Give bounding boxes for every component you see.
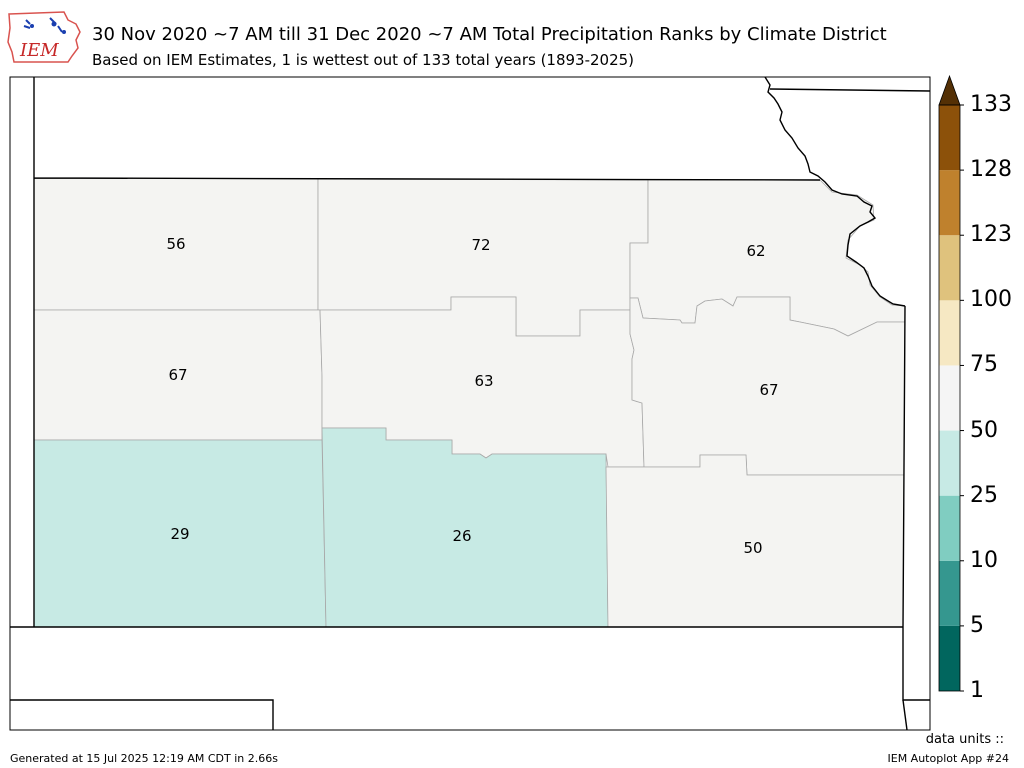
rank-label: 26 bbox=[452, 527, 471, 545]
colorbar-tick-label: 128 bbox=[970, 157, 1012, 183]
rank-label: 67 bbox=[759, 381, 778, 399]
colorbar-segment bbox=[939, 235, 960, 301]
colorbar-tick-label: 100 bbox=[970, 287, 1012, 313]
map-frame bbox=[9, 76, 931, 731]
colorbar-tick-label: 50 bbox=[970, 417, 998, 443]
iem-logo: IEM bbox=[7, 11, 81, 63]
rank-label: 67 bbox=[168, 366, 187, 384]
rank-label: 50 bbox=[743, 539, 762, 557]
app-label: IEM Autoplot App #24 bbox=[887, 752, 1010, 765]
colorbar-tick-label: 25 bbox=[970, 482, 998, 508]
colorbar-segment bbox=[939, 105, 960, 171]
colorbar-tick-label: 133 bbox=[970, 92, 1012, 117]
generated-timestamp: Generated at 15 Jul 2025 12:19 AM CDT in… bbox=[10, 752, 278, 765]
colorbar bbox=[938, 74, 964, 692]
chart-subtitle: Based on IEM Estimates, 1 is wettest out… bbox=[92, 51, 635, 69]
colorbar-tick-label: 1 bbox=[970, 678, 984, 703]
colorbar-extend-arrow bbox=[938, 74, 961, 106]
colorbar-tick-label: 75 bbox=[970, 352, 998, 378]
rank-label: 62 bbox=[746, 242, 765, 260]
state-boundaries bbox=[10, 76, 931, 731]
colorbar-segment bbox=[939, 430, 960, 496]
colorbar-tick-label: 5 bbox=[970, 612, 984, 638]
colorbar-segment bbox=[939, 300, 960, 366]
colorbar-segment bbox=[939, 495, 960, 561]
district-east-central[interactable] bbox=[629, 296, 906, 476]
colorbar-frame bbox=[938, 104, 961, 692]
rank-label: 56 bbox=[166, 235, 185, 253]
colorbar-tick-label: 123 bbox=[970, 222, 1012, 248]
rank-label: 63 bbox=[474, 372, 493, 390]
data-units-label: data units :: bbox=[925, 732, 1004, 747]
rank-label: 72 bbox=[471, 236, 490, 254]
rank-label: 29 bbox=[170, 525, 189, 543]
colorbar-segment bbox=[939, 560, 960, 626]
colorbar-segment bbox=[939, 365, 960, 431]
colorbar-tick-label: 10 bbox=[970, 547, 998, 573]
logo-text: IEM bbox=[19, 40, 59, 61]
chart-title: 30 Nov 2020 ~7 AM till 31 Dec 2020 ~7 AM… bbox=[92, 24, 887, 45]
colorbar-segment bbox=[939, 170, 960, 236]
colorbar-segment bbox=[939, 625, 960, 691]
rank-labels: 56 72 62 67 63 67 29 26 50 bbox=[166, 235, 778, 557]
climate-districts bbox=[33, 177, 906, 628]
